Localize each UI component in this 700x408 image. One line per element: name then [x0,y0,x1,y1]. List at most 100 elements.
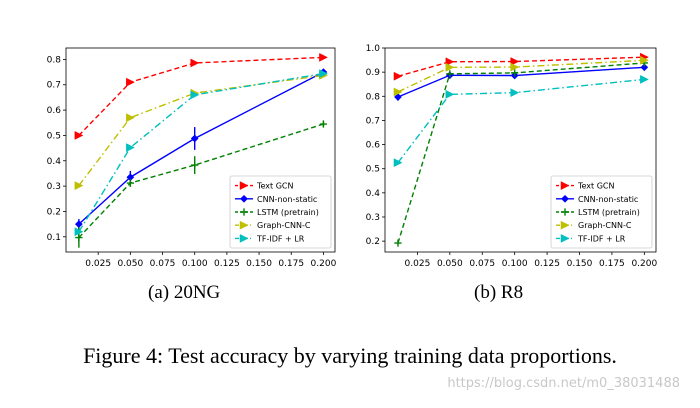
legend-marker [560,181,570,191]
data-point [393,71,403,81]
subcaption-a: (a) 20NG [148,282,221,303]
legend-marker [561,208,569,216]
legend-marker [560,220,570,230]
x-tick-label: 0.100 [502,259,528,269]
x-tick-label: 0.150 [246,259,272,269]
legend-item: TF-IDF + LR [235,233,305,243]
legend-label: LSTM (pretrain) [578,208,640,217]
legend-marker [239,181,249,191]
legend-label: Text GCN [577,182,615,191]
data-point [191,161,199,169]
plot-frame [384,47,657,253]
data-point [75,233,83,242]
series-line [397,56,645,77]
x-tick-label: 0.100 [182,259,208,269]
data-point [319,69,328,78]
legend-label: TF-IDF + LR [577,234,626,243]
legend: Text GCN CNN-non-static LSTM (pretrain) Gra… [229,175,332,249]
legend-label: LSTM (pretrain) [257,208,319,217]
data-point [640,55,649,65]
data-point [126,179,134,187]
data-point [126,77,135,87]
data-point [640,74,649,84]
legend-item: Graph-CNN-C [556,220,632,230]
legend-label: Text GCN [256,182,294,191]
plot-frame [65,47,336,253]
x-tick-label: 0.200 [311,259,337,269]
y-tick-label: 0.3 [47,182,61,192]
series-graph-cnn-c [393,55,649,97]
legend-marker [240,194,248,203]
series-line [397,62,645,244]
legend-box [229,175,332,249]
y-tick-label: 0.8 [366,92,381,102]
data-point [445,62,455,72]
x-tick-label: 0.075 [150,259,176,269]
y-tick-label: 0.7 [47,81,61,91]
legend-box [550,175,653,249]
data-point [511,69,519,77]
data-point [319,120,328,128]
y-tick-label: 0.8 [47,55,62,65]
data-point [126,143,135,152]
y-tick-label: 1.0 [366,44,381,54]
series-line [78,72,324,233]
data-point [446,70,454,78]
y-tick-label: 0.4 [47,157,62,167]
series-line [78,74,324,187]
x-tick-label: 0.050 [437,259,463,269]
data-point [74,181,84,191]
legend-marker [240,208,248,216]
x-tick-label: 0.025 [405,259,431,269]
legend-marker [239,220,249,230]
data-point [319,52,328,62]
series-text-gcn [74,52,328,140]
data-point [74,131,84,140]
watermark: https://blog.csdn.net/m0_38031488 [447,376,680,391]
legend-marker [561,194,569,203]
subcaption-b: (b) R8 [474,282,524,303]
figure-caption: Figure 4: Test accuracy by varying train… [83,343,617,368]
legend-item: LSTM (pretrain) [556,208,640,217]
series-line [78,56,324,136]
legend-label: TF-IDF + LR [256,234,305,243]
y-tick-label: 0.2 [47,207,61,217]
series-tf-idf-lr [74,69,328,237]
data-point [445,89,455,99]
data-point [394,239,402,247]
series-line [78,123,324,239]
data-point [393,158,403,168]
series-line [397,78,645,164]
data-point [510,57,520,66]
data-point [126,113,135,123]
data-point [190,90,200,100]
y-tick-label: 0.3 [366,213,380,223]
y-tick-label: 0.7 [366,116,380,126]
series-cnn-non-static [394,63,649,101]
x-tick-label: 0.175 [278,259,304,269]
y-tick-label: 0.4 [366,189,381,199]
data-point [190,134,199,143]
legend-item: Text GCN [556,181,615,191]
y-tick-label: 0.2 [366,237,380,247]
x-tick-label: 0.200 [631,259,657,269]
y-tick-label: 0.5 [47,131,61,141]
legend-item: Text GCN [235,181,294,191]
x-tick-label: 0.025 [85,259,111,269]
y-tick-label: 0.6 [366,141,381,151]
x-tick-label: 0.125 [214,259,240,269]
series-text-gcn [393,52,649,81]
chart-0: 0.025 0.050 0.075 0.100 0.125 0.150 0.175 0.200… [47,47,337,269]
data-point [190,58,200,68]
series-line [397,59,645,93]
legend-item: CNN-non-static [556,195,638,204]
x-tick-label: 0.150 [567,259,593,269]
y-tick-label: 0.6 [47,106,62,116]
legend-item: TF-IDF + LR [556,233,626,243]
legend-item: Graph-CNN-C [235,220,311,230]
y-tick-label: 0.1 [47,233,61,243]
chart-1: 0.025 0.050 0.075 0.100 0.125 0.150 0.175 0.200… [366,44,658,269]
x-tick-label: 0.125 [534,259,560,269]
data-point [394,93,402,101]
